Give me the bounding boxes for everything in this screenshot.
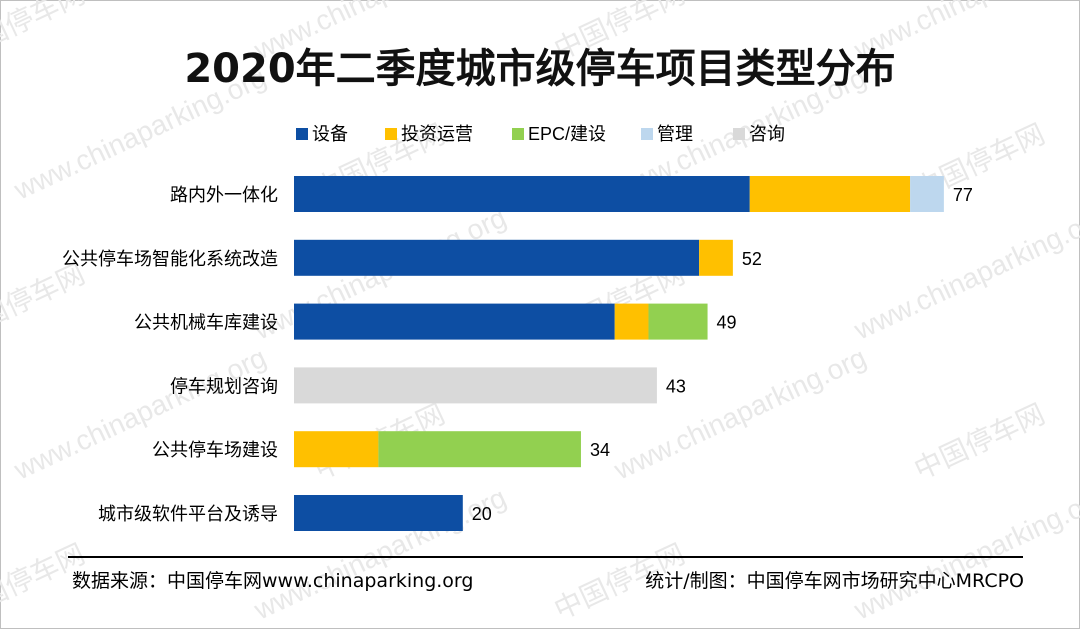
bar-segment bbox=[749, 176, 911, 212]
category-label: 停车规划咨询 bbox=[170, 376, 278, 396]
category-label: 城市级软件平台及诱导 bbox=[98, 504, 278, 524]
legend-label: 设备 bbox=[312, 124, 348, 144]
legend-swatch bbox=[296, 128, 308, 140]
bar-segment bbox=[910, 176, 944, 212]
bar-total-label: 49 bbox=[717, 313, 737, 333]
chart-title: 2020年二季度城市级停车项目类型分布 bbox=[184, 46, 896, 92]
bar-segment bbox=[699, 239, 733, 276]
bar-segment bbox=[294, 239, 700, 276]
bar-total-label: 77 bbox=[953, 185, 973, 205]
category-label: 路内外一体化 bbox=[170, 185, 278, 205]
bar-segment bbox=[294, 367, 657, 404]
legend-swatch bbox=[512, 128, 524, 140]
bar-segment bbox=[648, 303, 708, 340]
bar-total-label: 52 bbox=[742, 249, 762, 269]
bar-total-label: 34 bbox=[590, 440, 610, 460]
bar-segment bbox=[378, 431, 581, 468]
legend-label: 投资运营 bbox=[401, 124, 473, 144]
category-label: 公共停车场智能化系统改造 bbox=[62, 249, 278, 269]
bar-segment bbox=[294, 495, 463, 531]
legend-label: EPC/建设 bbox=[528, 124, 606, 144]
legend-label: 咨询 bbox=[749, 124, 785, 144]
bar-total-label: 20 bbox=[472, 504, 492, 524]
category-label: 公共停车场建设 bbox=[152, 440, 278, 460]
legend-swatch bbox=[641, 128, 653, 140]
legend-swatch bbox=[385, 128, 397, 140]
legend-swatch bbox=[733, 128, 745, 140]
bar-segment bbox=[294, 431, 379, 468]
bar-segment bbox=[614, 303, 649, 340]
footer-source: 数据来源：中国停车网www.chinaparking.org bbox=[72, 570, 474, 592]
bar-segment bbox=[294, 176, 750, 212]
legend-label: 管理 bbox=[657, 124, 693, 144]
footer-credit: 统计/制图：中国停车网市场研究中心MRCPO bbox=[645, 570, 1024, 592]
bar-segment bbox=[294, 303, 615, 340]
footer-divider bbox=[68, 556, 1023, 558]
bar-total-label: 43 bbox=[666, 376, 686, 396]
category-label: 公共机械车库建设 bbox=[134, 313, 278, 333]
